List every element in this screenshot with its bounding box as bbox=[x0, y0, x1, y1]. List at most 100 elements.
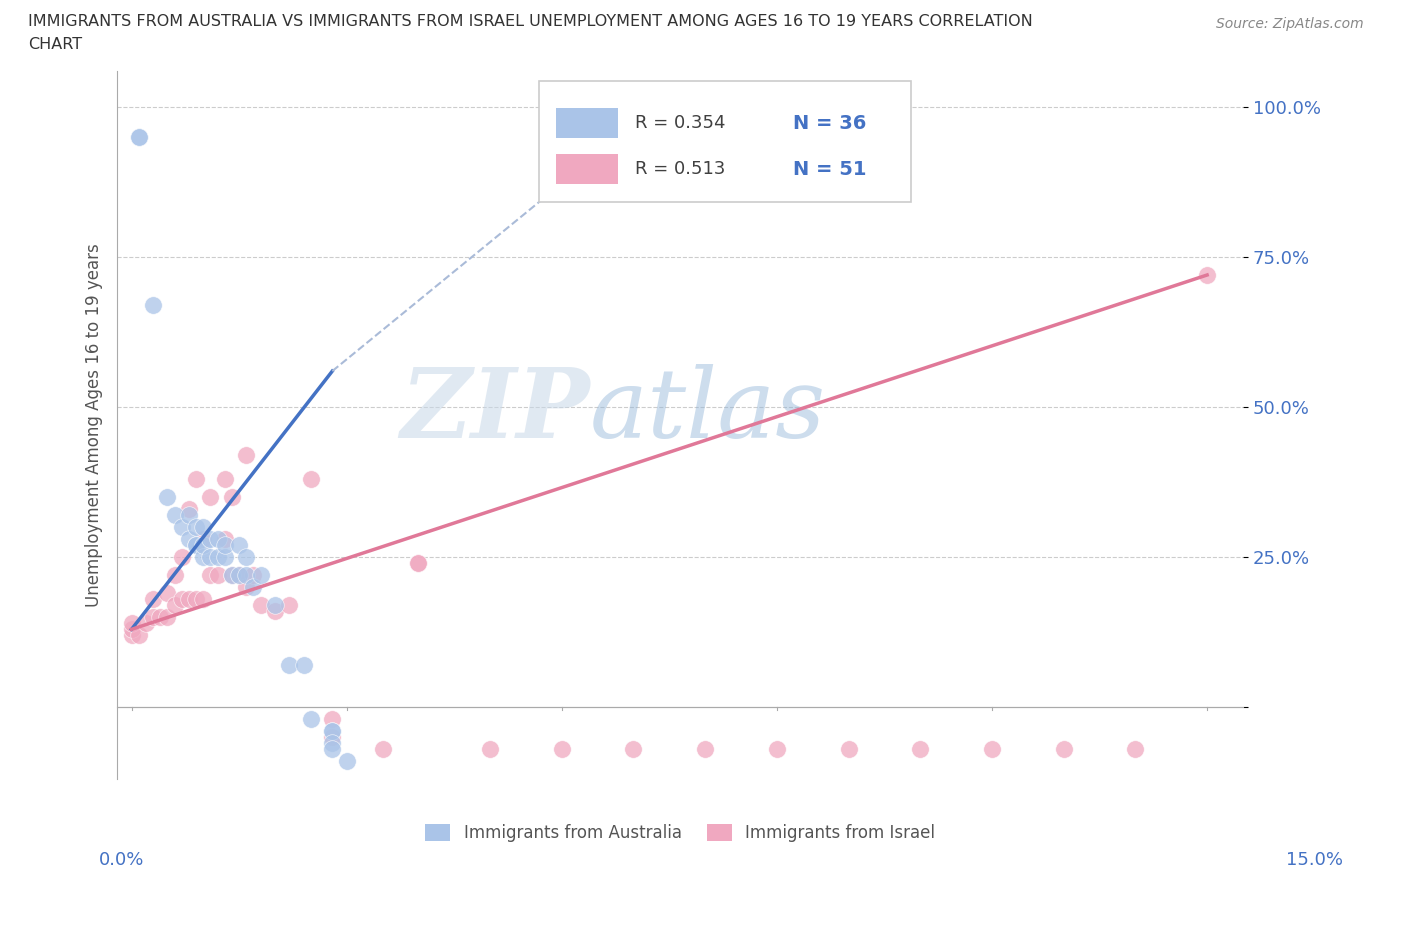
Point bbox=[235, 550, 257, 565]
Point bbox=[321, 742, 343, 757]
Point bbox=[321, 712, 343, 727]
Point bbox=[408, 556, 430, 571]
Point bbox=[214, 538, 236, 552]
Text: N = 36: N = 36 bbox=[793, 113, 866, 133]
Point bbox=[135, 616, 157, 631]
Point bbox=[249, 568, 271, 583]
Bar bbox=[557, 109, 619, 139]
Point bbox=[214, 472, 236, 486]
Point bbox=[336, 754, 359, 769]
Text: R = 0.513: R = 0.513 bbox=[636, 160, 725, 179]
Text: N = 51: N = 51 bbox=[793, 160, 866, 179]
Point bbox=[184, 472, 207, 486]
Point bbox=[264, 604, 287, 618]
Point bbox=[292, 658, 315, 672]
Point bbox=[128, 129, 150, 144]
Point bbox=[121, 628, 143, 643]
Point bbox=[838, 742, 860, 757]
Point bbox=[200, 568, 222, 583]
Text: IMMIGRANTS FROM AUSTRALIA VS IMMIGRANTS FROM ISRAEL UNEMPLOYMENT AMONG AGES 16 T: IMMIGRANTS FROM AUSTRALIA VS IMMIGRANTS … bbox=[28, 14, 1033, 29]
Point bbox=[551, 742, 574, 757]
Point bbox=[142, 591, 165, 606]
Legend: Immigrants from Australia, Immigrants from Israel: Immigrants from Australia, Immigrants fr… bbox=[419, 817, 942, 849]
Point bbox=[142, 298, 165, 312]
Text: 15.0%: 15.0% bbox=[1285, 851, 1343, 869]
Point bbox=[278, 598, 301, 613]
Text: R = 0.354: R = 0.354 bbox=[636, 114, 725, 132]
Point bbox=[170, 550, 193, 565]
Point bbox=[121, 622, 143, 637]
Point bbox=[121, 616, 143, 631]
Point bbox=[163, 598, 186, 613]
Point bbox=[177, 532, 200, 547]
Point bbox=[321, 724, 343, 738]
Point bbox=[371, 742, 394, 757]
Point bbox=[242, 568, 264, 583]
Point bbox=[177, 502, 200, 517]
Point bbox=[249, 598, 271, 613]
Point bbox=[128, 129, 150, 144]
Point bbox=[981, 742, 1004, 757]
Point bbox=[221, 490, 243, 505]
Point bbox=[408, 556, 430, 571]
Point bbox=[321, 724, 343, 738]
Y-axis label: Unemployment Among Ages 16 to 19 years: Unemployment Among Ages 16 to 19 years bbox=[86, 244, 103, 607]
Point bbox=[156, 610, 179, 625]
Point bbox=[184, 591, 207, 606]
Point bbox=[766, 742, 789, 757]
Point bbox=[193, 520, 215, 535]
Point bbox=[200, 532, 222, 547]
FancyBboxPatch shape bbox=[540, 82, 911, 202]
Point bbox=[321, 730, 343, 745]
Point bbox=[235, 579, 257, 594]
Point bbox=[214, 550, 236, 565]
Point bbox=[170, 591, 193, 606]
Point bbox=[193, 550, 215, 565]
Point bbox=[695, 742, 717, 757]
Point bbox=[163, 508, 186, 523]
Point bbox=[193, 532, 215, 547]
Point bbox=[207, 568, 229, 583]
Point bbox=[214, 532, 236, 547]
Point bbox=[235, 568, 257, 583]
Point bbox=[156, 586, 179, 601]
Point bbox=[184, 520, 207, 535]
Point bbox=[149, 610, 172, 625]
Point bbox=[128, 628, 150, 643]
Point bbox=[228, 568, 250, 583]
Point bbox=[156, 490, 179, 505]
Point bbox=[221, 568, 243, 583]
Point bbox=[264, 598, 287, 613]
Point bbox=[200, 490, 222, 505]
Point bbox=[910, 742, 932, 757]
Point bbox=[200, 550, 222, 565]
Point bbox=[177, 508, 200, 523]
Point bbox=[163, 568, 186, 583]
Point bbox=[207, 532, 229, 547]
Bar bbox=[557, 154, 619, 184]
Point bbox=[299, 472, 322, 486]
Point bbox=[184, 538, 207, 552]
Point bbox=[1125, 742, 1147, 757]
Point bbox=[207, 550, 229, 565]
Point bbox=[321, 736, 343, 751]
Point bbox=[228, 538, 250, 552]
Point bbox=[623, 742, 645, 757]
Text: atlas: atlas bbox=[591, 364, 827, 458]
Point bbox=[479, 742, 502, 757]
Point bbox=[299, 712, 322, 727]
Point bbox=[221, 568, 243, 583]
Point bbox=[170, 520, 193, 535]
Point bbox=[242, 579, 264, 594]
Point bbox=[193, 538, 215, 552]
Point bbox=[193, 591, 215, 606]
Point bbox=[1197, 268, 1219, 283]
Point bbox=[142, 610, 165, 625]
Point bbox=[1053, 742, 1076, 757]
Point bbox=[184, 538, 207, 552]
Text: ZIP: ZIP bbox=[401, 364, 591, 458]
Text: 0.0%: 0.0% bbox=[98, 851, 143, 869]
Point bbox=[278, 658, 301, 672]
Point bbox=[228, 568, 250, 583]
Text: CHART: CHART bbox=[28, 37, 82, 52]
